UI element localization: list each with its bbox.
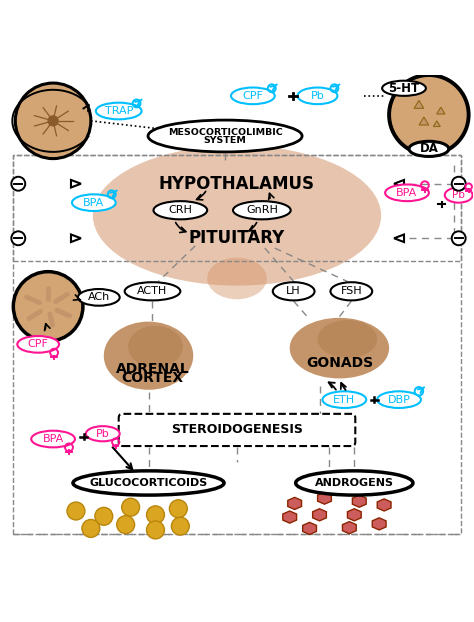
Polygon shape [283,511,297,523]
Circle shape [146,506,164,524]
Text: ACh: ACh [88,292,110,302]
Ellipse shape [445,187,473,203]
Text: ACTH: ACTH [137,286,168,296]
Polygon shape [347,509,361,521]
Polygon shape [394,180,404,187]
Text: Pb: Pb [96,429,109,439]
Ellipse shape [298,88,337,104]
Ellipse shape [104,322,193,390]
Text: BPA: BPA [396,188,418,198]
Ellipse shape [330,282,372,300]
Bar [13,155,461,534]
Text: FSH: FSH [340,286,362,296]
Ellipse shape [125,282,180,300]
Polygon shape [342,522,356,534]
Circle shape [13,272,83,341]
Polygon shape [352,495,366,507]
Ellipse shape [73,471,224,495]
Ellipse shape [148,120,302,152]
Circle shape [95,508,113,525]
Polygon shape [377,499,391,511]
Circle shape [117,516,135,534]
Text: BPA: BPA [43,434,64,444]
Circle shape [11,177,25,191]
Circle shape [452,231,465,245]
Text: 5-HT: 5-HT [389,81,419,95]
Text: DA: DA [419,142,438,156]
Circle shape [452,177,465,191]
Circle shape [389,75,469,154]
Ellipse shape [377,391,421,408]
Circle shape [11,231,25,245]
Text: GnRH: GnRH [246,205,278,215]
Text: TRAP: TRAP [104,106,133,116]
Polygon shape [394,234,404,242]
Ellipse shape [296,471,413,495]
Ellipse shape [382,81,426,96]
Polygon shape [318,492,331,504]
Ellipse shape [318,320,377,358]
Ellipse shape [409,141,449,157]
Polygon shape [419,117,429,125]
Circle shape [172,518,189,535]
Text: MESOCORTICOLIMBIC: MESOCORTICOLIMBIC [168,128,283,137]
Circle shape [67,502,85,520]
Circle shape [169,500,187,518]
Polygon shape [433,121,440,126]
Text: ANDROGENS: ANDROGENS [315,478,394,488]
Ellipse shape [207,258,267,299]
Ellipse shape [385,185,429,201]
Text: CORTEX: CORTEX [121,371,183,386]
Text: LH: LH [286,286,301,296]
Ellipse shape [290,318,389,378]
Text: CPF: CPF [243,91,264,101]
Ellipse shape [322,391,366,408]
Text: GONADS: GONADS [306,356,373,370]
Polygon shape [437,107,445,114]
Ellipse shape [93,146,381,285]
Ellipse shape [231,88,275,104]
Text: SYSTEM: SYSTEM [204,136,246,145]
Ellipse shape [78,289,120,305]
Polygon shape [313,509,327,521]
Bar [13,155,461,261]
Text: ETH: ETH [333,394,356,405]
Polygon shape [71,180,81,187]
Text: CPF: CPF [28,340,49,350]
Text: Pb: Pb [310,91,324,101]
Polygon shape [414,100,424,108]
Ellipse shape [72,194,116,211]
Text: CRH: CRH [168,205,192,215]
Polygon shape [288,498,301,509]
Text: DBP: DBP [388,394,410,405]
Text: GLUCOCORTICOIDS: GLUCOCORTICOIDS [90,478,208,488]
Ellipse shape [31,430,75,447]
Circle shape [15,83,91,159]
Text: BPA: BPA [83,198,104,208]
Text: Pb: Pb [452,190,465,200]
Polygon shape [71,234,81,242]
Polygon shape [372,518,386,530]
Ellipse shape [96,103,142,119]
Ellipse shape [273,282,315,300]
Circle shape [82,519,100,537]
Ellipse shape [86,426,120,441]
Text: ADRENAL: ADRENAL [116,363,190,376]
Circle shape [122,498,139,516]
Text: HYPOTHALAMUS: HYPOTHALAMUS [159,175,315,193]
Ellipse shape [154,201,207,220]
Ellipse shape [17,336,59,353]
Ellipse shape [233,201,291,220]
Text: PITUITARY: PITUITARY [189,230,285,248]
Polygon shape [303,522,317,534]
Ellipse shape [128,326,183,368]
Circle shape [48,116,58,126]
Text: STEROIDOGENESIS: STEROIDOGENESIS [171,424,303,437]
FancyBboxPatch shape [118,414,356,446]
Circle shape [146,521,164,539]
